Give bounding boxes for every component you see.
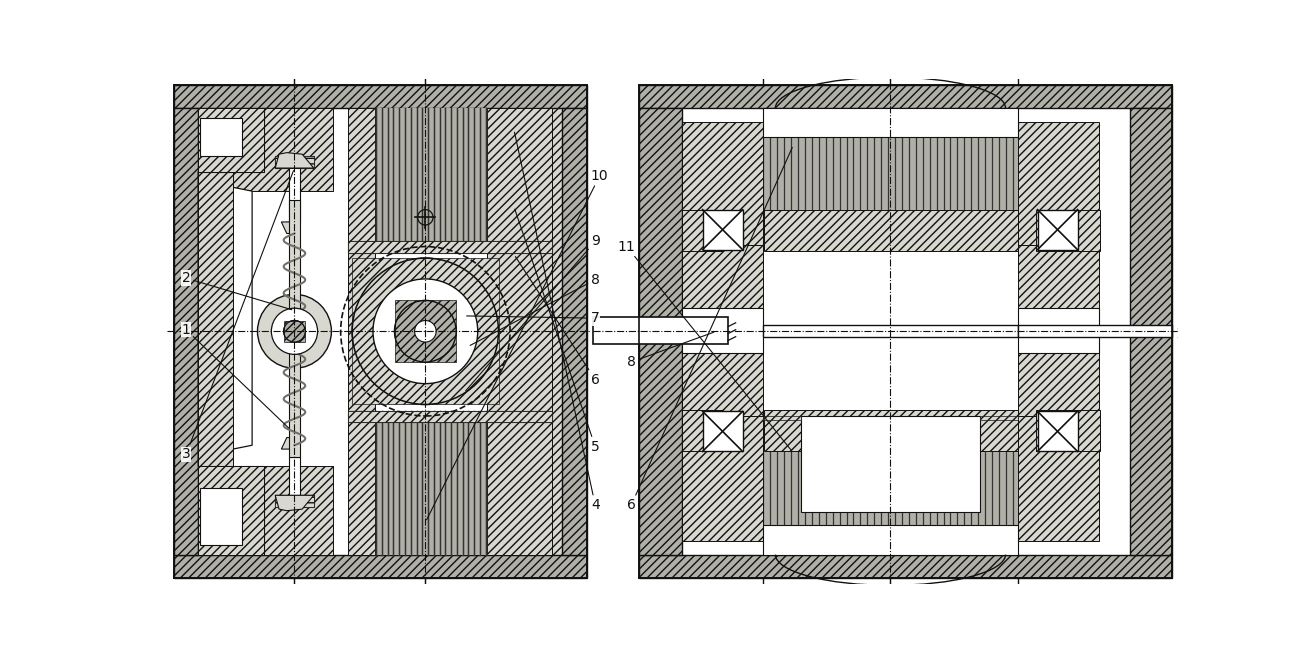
Text: 10: 10 <box>427 169 608 520</box>
Text: 1: 1 <box>181 323 289 428</box>
Bar <box>702 411 743 451</box>
Bar <box>289 168 299 222</box>
Bar <box>276 157 314 168</box>
Bar <box>639 554 1173 578</box>
Bar <box>639 85 1173 578</box>
Bar <box>681 122 763 245</box>
Text: 8: 8 <box>626 332 714 369</box>
Bar <box>198 108 264 172</box>
Bar <box>639 108 681 554</box>
Bar <box>289 331 299 457</box>
Bar <box>763 122 1019 245</box>
Text: 2: 2 <box>181 271 291 310</box>
Polygon shape <box>281 438 299 449</box>
Bar <box>801 416 979 512</box>
Bar <box>681 108 1130 554</box>
Bar <box>763 416 1019 541</box>
Bar <box>173 108 198 554</box>
Bar <box>681 416 763 541</box>
Text: 6: 6 <box>516 256 600 387</box>
Bar <box>764 210 1019 251</box>
Bar <box>1037 411 1078 451</box>
Bar <box>376 108 487 554</box>
Circle shape <box>257 295 331 368</box>
Bar <box>289 457 299 495</box>
Bar <box>352 258 499 405</box>
Bar <box>348 411 553 422</box>
Text: 5: 5 <box>515 209 600 454</box>
Circle shape <box>373 279 478 384</box>
Bar <box>276 495 314 507</box>
Bar <box>979 416 1019 420</box>
Bar <box>198 466 334 554</box>
Bar <box>1036 210 1100 251</box>
Bar <box>593 318 727 344</box>
Polygon shape <box>281 222 299 234</box>
Bar <box>198 108 562 554</box>
Bar <box>173 85 587 578</box>
Text: 7: 7 <box>466 311 600 325</box>
Bar <box>681 410 722 451</box>
Circle shape <box>352 258 499 405</box>
Polygon shape <box>198 137 334 554</box>
Bar <box>289 200 299 323</box>
Bar <box>681 245 763 416</box>
Bar <box>198 108 264 172</box>
Bar <box>198 172 232 466</box>
Bar <box>1019 416 1099 541</box>
Bar <box>276 157 314 168</box>
Bar <box>681 308 763 353</box>
Bar <box>395 300 456 362</box>
Bar <box>1019 325 1173 337</box>
Bar <box>681 210 722 251</box>
Bar <box>499 108 562 554</box>
Bar <box>639 85 1173 108</box>
Bar <box>763 416 801 420</box>
Polygon shape <box>276 495 314 510</box>
Circle shape <box>395 300 456 362</box>
Bar <box>702 210 743 250</box>
Bar <box>1036 410 1100 451</box>
Bar <box>348 241 553 253</box>
Polygon shape <box>198 172 252 466</box>
Polygon shape <box>276 153 314 168</box>
Bar <box>348 241 553 253</box>
Bar <box>198 108 334 191</box>
Bar <box>562 108 587 554</box>
Bar <box>198 108 260 554</box>
Circle shape <box>272 308 318 354</box>
Text: 6: 6 <box>626 148 792 512</box>
Bar <box>198 466 264 554</box>
Text: 4: 4 <box>515 133 600 512</box>
Bar <box>200 118 242 157</box>
Bar <box>376 411 487 554</box>
Bar <box>376 108 487 245</box>
Bar <box>1037 210 1078 250</box>
Bar <box>276 495 314 507</box>
Bar <box>1019 245 1099 416</box>
Bar <box>763 325 1019 337</box>
Bar <box>348 108 376 554</box>
Bar <box>284 321 305 342</box>
Bar <box>198 108 260 554</box>
Text: 9: 9 <box>466 234 600 391</box>
Bar <box>173 85 587 108</box>
Bar <box>487 108 553 554</box>
Bar <box>1019 122 1099 245</box>
Bar <box>173 554 587 578</box>
Circle shape <box>284 321 305 342</box>
Bar <box>764 410 1019 451</box>
Bar <box>763 525 1019 554</box>
Text: 3: 3 <box>181 171 294 461</box>
Bar <box>1019 308 1099 353</box>
Bar <box>198 466 264 554</box>
Text: 11: 11 <box>618 239 792 451</box>
Bar <box>348 411 553 422</box>
Circle shape <box>415 321 436 342</box>
Bar <box>1130 108 1173 554</box>
Bar <box>763 108 1019 137</box>
Text: 8: 8 <box>470 273 600 346</box>
Bar <box>200 487 242 545</box>
